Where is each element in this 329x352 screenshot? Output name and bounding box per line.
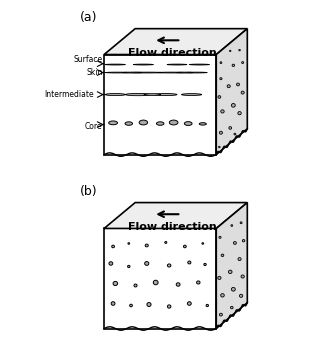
Ellipse shape [228,270,232,274]
Ellipse shape [231,287,235,291]
Ellipse shape [220,78,222,80]
Ellipse shape [204,263,206,266]
Ellipse shape [234,133,236,135]
Ellipse shape [231,103,235,107]
Ellipse shape [184,122,192,125]
Ellipse shape [221,110,224,113]
Ellipse shape [219,313,222,316]
Ellipse shape [128,265,130,268]
Ellipse shape [221,294,224,297]
Ellipse shape [233,241,236,244]
Text: Flow direction: Flow direction [128,48,217,58]
Ellipse shape [231,225,233,226]
Ellipse shape [230,50,231,51]
Ellipse shape [145,262,149,265]
Ellipse shape [188,261,191,264]
Ellipse shape [167,305,171,308]
Ellipse shape [176,283,180,286]
Ellipse shape [130,304,132,307]
Ellipse shape [176,72,193,73]
Ellipse shape [197,281,200,284]
Ellipse shape [105,64,125,65]
Ellipse shape [190,64,210,65]
Ellipse shape [218,146,220,148]
Ellipse shape [155,94,177,96]
Ellipse shape [112,245,114,248]
Ellipse shape [241,91,244,94]
Ellipse shape [241,62,244,63]
Ellipse shape [167,264,171,267]
Polygon shape [104,202,247,228]
Text: Core: Core [85,122,103,131]
Ellipse shape [109,262,113,265]
Text: Flow direction: Flow direction [128,222,217,232]
Ellipse shape [239,49,240,51]
Ellipse shape [231,306,233,309]
Ellipse shape [133,64,153,65]
Ellipse shape [153,280,158,285]
Ellipse shape [218,96,221,98]
Polygon shape [216,29,247,155]
Ellipse shape [241,275,244,278]
Polygon shape [104,228,216,328]
Ellipse shape [202,243,204,244]
Polygon shape [104,55,216,155]
Ellipse shape [238,258,241,260]
Ellipse shape [188,302,191,305]
Polygon shape [104,29,247,55]
Ellipse shape [185,72,207,73]
Ellipse shape [125,93,150,96]
Ellipse shape [229,127,232,129]
Ellipse shape [169,120,178,125]
Ellipse shape [157,72,186,73]
Text: Intermediate: Intermediate [44,90,94,99]
Ellipse shape [139,120,148,125]
Ellipse shape [156,122,164,125]
Ellipse shape [134,284,137,287]
Ellipse shape [145,244,148,247]
Ellipse shape [219,131,222,134]
Ellipse shape [182,94,202,95]
Text: Surface: Surface [74,55,103,64]
Text: Skin: Skin [86,68,103,77]
Ellipse shape [219,236,221,238]
Polygon shape [216,202,247,328]
Ellipse shape [125,122,133,125]
Ellipse shape [167,64,187,65]
Ellipse shape [165,241,167,244]
Ellipse shape [240,222,242,224]
Ellipse shape [227,85,230,88]
Ellipse shape [240,294,243,297]
Ellipse shape [130,72,164,73]
Ellipse shape [128,243,130,244]
Ellipse shape [113,281,117,285]
Ellipse shape [206,304,209,307]
Ellipse shape [105,94,125,96]
Text: (a): (a) [80,11,97,24]
Ellipse shape [218,276,221,279]
Ellipse shape [237,83,240,86]
Ellipse shape [221,254,224,257]
Ellipse shape [232,64,235,67]
Ellipse shape [144,94,161,95]
Ellipse shape [184,245,186,248]
Ellipse shape [105,72,130,73]
Ellipse shape [199,123,206,125]
Ellipse shape [242,240,245,242]
Text: (b): (b) [80,185,98,198]
Ellipse shape [109,121,117,125]
Ellipse shape [220,62,222,64]
Ellipse shape [111,302,115,305]
Ellipse shape [147,302,151,307]
Ellipse shape [122,72,142,73]
Ellipse shape [238,112,241,115]
